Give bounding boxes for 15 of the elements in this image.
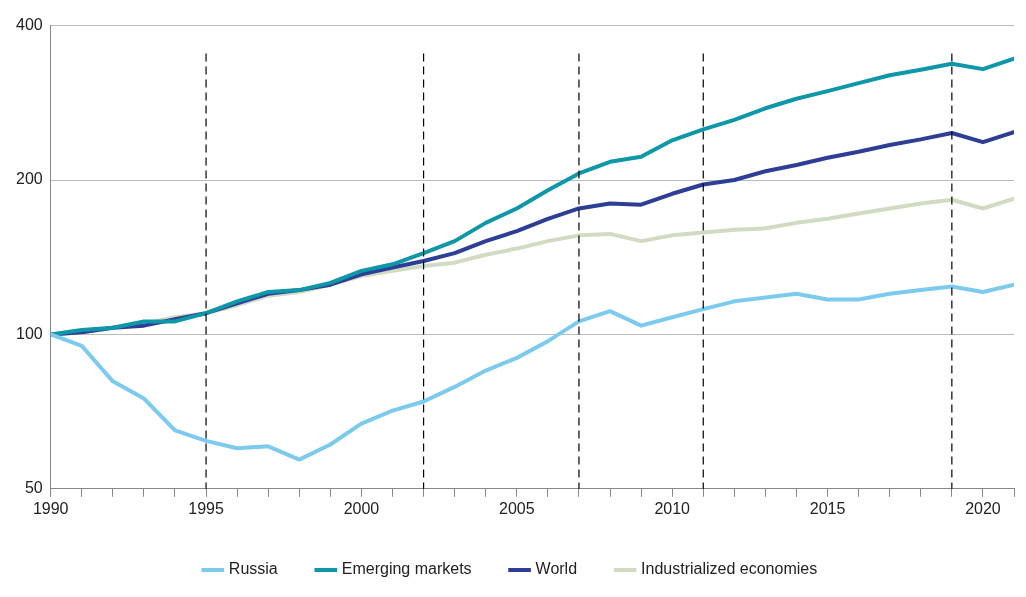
legend-label: Emerging markets — [341, 560, 472, 578]
x-tick-label: 1995 — [188, 499, 224, 517]
x-tick-label: 2000 — [343, 499, 380, 517]
x-tick-label: 1990 — [32, 499, 69, 517]
x-tick-label: 2015 — [809, 499, 846, 517]
legend-label: Russia — [228, 560, 278, 578]
y-tick-label: 200 — [15, 170, 43, 188]
legend-label: Industrialized economies — [641, 560, 818, 578]
legend-label: World — [535, 560, 578, 578]
x-tick-label: 2010 — [654, 499, 691, 517]
x-tick-label: 2005 — [499, 499, 535, 517]
x-tick-label: 2020 — [965, 499, 1001, 517]
y-tick-label: 50 — [24, 479, 43, 497]
y-tick-label: 100 — [15, 324, 43, 342]
y-tick-label: 400 — [15, 16, 43, 34]
